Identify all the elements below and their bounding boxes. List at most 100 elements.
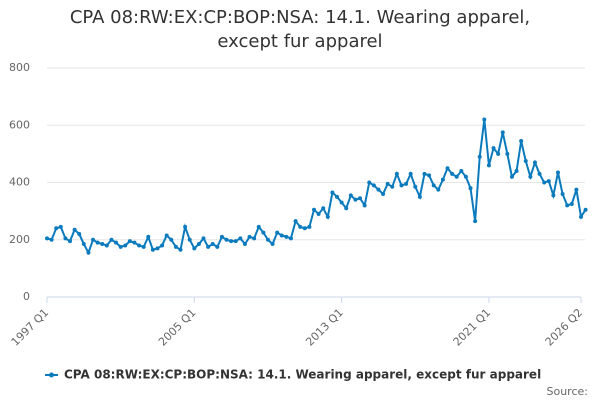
point: [58, 224, 63, 229]
point: [440, 177, 445, 182]
point: [546, 179, 551, 184]
point: [233, 239, 238, 244]
point: [45, 236, 49, 241]
point: [196, 242, 201, 247]
point: [229, 239, 234, 244]
point: [454, 174, 459, 179]
point: [353, 197, 358, 202]
point: [141, 244, 146, 249]
point: [583, 207, 588, 212]
point: [150, 247, 155, 252]
point: [219, 234, 224, 239]
point: [427, 173, 432, 178]
point: [413, 184, 418, 189]
point: [275, 230, 280, 235]
point: [91, 237, 96, 242]
point: [252, 236, 257, 241]
point: [132, 240, 137, 245]
point: [215, 244, 220, 249]
point: [178, 247, 183, 252]
point: [100, 242, 105, 247]
point: [408, 171, 413, 176]
y-tick-label: 600: [9, 118, 30, 131]
point: [302, 226, 307, 231]
point: [560, 191, 565, 196]
point: [316, 211, 321, 216]
point: [348, 193, 353, 198]
point: [390, 184, 395, 189]
point: [358, 196, 363, 201]
x-tick-label: 2026 Q2: [543, 306, 586, 349]
point: [279, 233, 284, 238]
source: Source:: [547, 385, 589, 398]
point: [54, 226, 59, 231]
point: [399, 183, 404, 188]
point: [569, 201, 574, 206]
point: [77, 232, 82, 237]
x-tick-label: 2021 Q1: [451, 306, 494, 349]
point: [491, 146, 496, 151]
point: [63, 236, 68, 241]
point: [86, 250, 91, 255]
x-tick-label: 2005 Q1: [156, 306, 199, 349]
point: [104, 243, 109, 248]
point: [288, 236, 293, 241]
x-tick-label: 2013 Q1: [303, 306, 346, 349]
point: [496, 151, 501, 156]
point: [445, 166, 450, 171]
point: [169, 237, 174, 242]
point: [270, 242, 275, 247]
point: [238, 236, 243, 241]
point: [344, 206, 349, 211]
point: [284, 234, 289, 239]
point: [293, 219, 298, 224]
series-line: [46, 119, 587, 256]
point: [381, 191, 386, 196]
point: [206, 244, 211, 249]
point: [330, 190, 335, 195]
point: [68, 239, 73, 244]
y-tick-label: 400: [9, 176, 30, 189]
point: [385, 181, 390, 186]
legend-label: CPA 08:RW:EX:CP:BOP:NSA: 14.1. Wearing a…: [64, 368, 541, 382]
point: [242, 242, 247, 247]
point: [431, 183, 436, 188]
point: [376, 187, 381, 192]
point: [422, 171, 427, 176]
point: [335, 194, 340, 199]
point: [362, 203, 367, 208]
point: [72, 227, 77, 232]
point: [146, 234, 151, 239]
point: [173, 244, 178, 249]
point: [542, 180, 547, 185]
point: [417, 194, 422, 199]
point: [81, 242, 86, 247]
point: [321, 206, 326, 211]
point: [532, 160, 537, 165]
point: [256, 224, 261, 229]
point: [528, 174, 533, 179]
point: [261, 230, 266, 235]
point: [201, 236, 206, 241]
point: [127, 239, 132, 244]
point: [137, 243, 142, 248]
point: [482, 117, 487, 122]
point: [371, 183, 376, 188]
point: [210, 242, 215, 247]
point: [523, 159, 528, 164]
point: [394, 171, 399, 176]
point: [339, 200, 344, 205]
point: [325, 214, 330, 219]
point: [224, 237, 229, 242]
point: [579, 214, 583, 219]
point: [312, 207, 316, 212]
point: [463, 174, 468, 179]
chart-title: CPA 08:RW:EX:CP:BOP:NSA: 14.1. Wearing a…: [69, 7, 531, 52]
point: [192, 246, 197, 251]
point: [247, 234, 252, 239]
point: [109, 237, 114, 242]
point: [450, 171, 455, 176]
point: [118, 244, 123, 249]
